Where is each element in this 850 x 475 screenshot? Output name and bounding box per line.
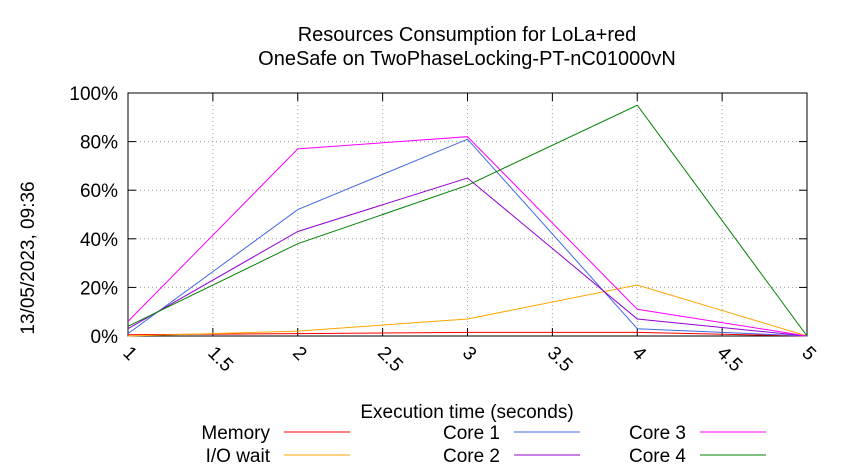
y-tick-label: 60% xyxy=(80,181,118,202)
legend-label: Core 2 xyxy=(443,446,500,467)
series-line-core-2 xyxy=(127,177,808,337)
x-tick-label: 4 xyxy=(628,343,651,366)
y-tick-label: 80% xyxy=(80,133,118,154)
series-line-core-4 xyxy=(127,104,808,337)
chart-title-line-2: OneSafe on TwoPhaseLocking-PT-nC01000vN xyxy=(258,48,676,70)
y-tick-label: 20% xyxy=(80,278,118,299)
x-tick-label: 5 xyxy=(797,343,819,365)
x-axis-label: Execution time (seconds) xyxy=(360,402,573,423)
y-tick-label: 0% xyxy=(91,327,119,348)
legend-label: Core 1 xyxy=(443,423,500,444)
legend-label: I/O wait xyxy=(206,446,271,467)
x-tick-label: 1.5 xyxy=(203,343,237,377)
x-tick-label: 4.5 xyxy=(713,343,747,377)
series-line-core-3 xyxy=(127,136,808,337)
chart-title-line-1: Resources Consumption for LoLa+red xyxy=(298,24,637,46)
timestamp-label: 13/05/2023, 09:36 xyxy=(18,181,39,334)
series-line-i-o-wait xyxy=(127,284,808,337)
x-tick-label: 3 xyxy=(458,343,480,365)
y-ticks: 0% 20% 40% 60% 80% 100% xyxy=(69,84,807,348)
x-tick-label: 2.5 xyxy=(373,343,407,377)
legend-label: Core 3 xyxy=(629,423,686,444)
legend-label: Core 4 xyxy=(629,446,686,467)
legend-label: Memory xyxy=(201,423,270,444)
x-tick-label: 3.5 xyxy=(543,343,577,377)
y-tick-label: 100% xyxy=(69,84,118,105)
series-lines xyxy=(127,104,808,337)
series-line-core-1 xyxy=(127,138,808,337)
x-tick-label: 2 xyxy=(288,343,310,365)
y-tick-label: 40% xyxy=(80,230,118,251)
x-tick-label: 1 xyxy=(118,343,140,365)
series-line-memory xyxy=(127,331,808,337)
grid xyxy=(128,93,807,336)
